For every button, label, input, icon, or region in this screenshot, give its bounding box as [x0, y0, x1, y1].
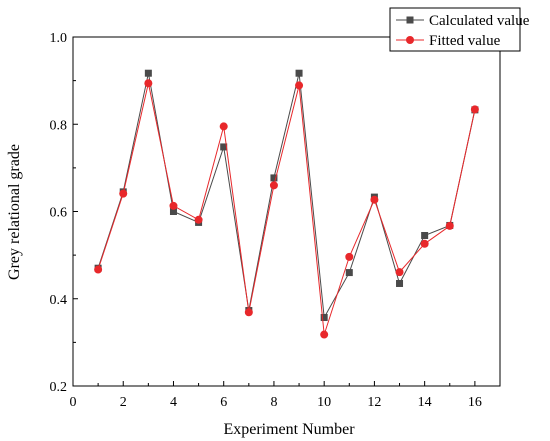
- x-tick-label: 2: [120, 395, 127, 410]
- data-point: [445, 221, 454, 230]
- data-point: [421, 231, 429, 239]
- data-point: [396, 279, 404, 287]
- data-point: [295, 69, 303, 77]
- data-point: [94, 265, 103, 274]
- series-line: [97, 83, 476, 335]
- x-tick-label: 8: [270, 395, 277, 410]
- y-tick-label: 0.4: [50, 293, 68, 308]
- x-tick-label: 0: [70, 395, 77, 410]
- y-tick-label: 0.8: [50, 118, 68, 133]
- x-tick-label: 10: [317, 395, 331, 410]
- data-point: [220, 143, 228, 151]
- data-point: [219, 122, 228, 131]
- legend-label: Fitted value: [429, 33, 501, 49]
- data-point: [320, 314, 328, 322]
- series-0: [94, 69, 479, 322]
- series-line: [97, 73, 476, 320]
- data-point: [244, 308, 253, 317]
- data-point: [420, 239, 429, 248]
- legend-box: [389, 7, 521, 52]
- data-point: [169, 208, 177, 215]
- legend-label: Calculated value: [429, 13, 530, 29]
- x-tick-label: 12: [367, 395, 381, 410]
- x-tick-label: 6: [220, 395, 227, 410]
- data-point: [470, 105, 479, 114]
- y-tick-label: 0.2: [50, 380, 68, 395]
- data-point: [320, 330, 329, 339]
- x-tick-label: 14: [418, 395, 432, 410]
- chart-legend: Calculated value Fitted value: [389, 7, 530, 52]
- data-point: [169, 201, 178, 210]
- x-tick-label: 16: [468, 395, 482, 410]
- data-point: [395, 268, 404, 277]
- data-point: [144, 69, 152, 77]
- data-point: [370, 195, 379, 204]
- plot-frame: [72, 36, 501, 387]
- data-point: [194, 215, 203, 224]
- series-1: [94, 79, 479, 339]
- data-point: [144, 79, 153, 88]
- data-point: [345, 252, 354, 261]
- chart-series: [94, 69, 479, 339]
- x-tick-label: 4: [170, 395, 177, 410]
- data-point: [295, 81, 304, 90]
- data-point: [270, 174, 278, 182]
- data-point: [345, 269, 353, 277]
- y-tick-label: 0.6: [50, 206, 68, 221]
- data-point: [269, 181, 278, 190]
- y-axis-title: Grey relational grade: [6, 144, 23, 280]
- legend-marker: [406, 36, 414, 44]
- chart-ticks: 0 2 4 6 8 10 12 14 16 0.2 0.4 0.6 0.8 1.0: [50, 31, 482, 410]
- chart-axes: [72, 36, 501, 387]
- x-axis-title: Experiment Number: [223, 421, 355, 438]
- legend-marker: [406, 16, 414, 24]
- data-point: [119, 189, 128, 198]
- y-tick-label: 1.0: [50, 31, 68, 46]
